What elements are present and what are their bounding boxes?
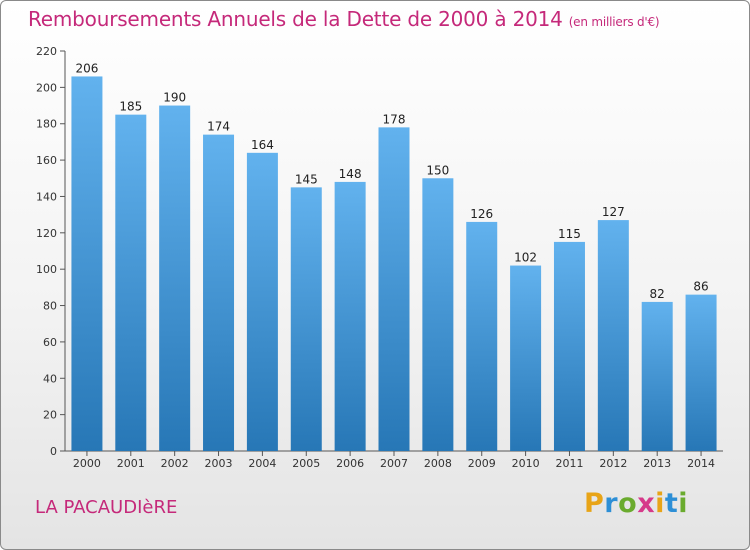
logo-letter: i: [678, 488, 689, 519]
y-tick-label: 220: [36, 45, 57, 58]
y-tick-label: 140: [36, 190, 57, 203]
bar-2012: [597, 220, 629, 451]
y-tick-label: 120: [36, 227, 57, 240]
y-tick-label: 100: [36, 263, 57, 276]
logo-letter: P: [584, 488, 605, 519]
y-tick-label: 40: [43, 372, 57, 385]
x-tick-label: 2009: [468, 457, 496, 470]
y-tick-label: 200: [36, 81, 57, 94]
x-tick-label: 2004: [248, 457, 276, 470]
chart-value-labels: 206 185 190 174 164 145 148 178 150 126 102 115 127 8…: [75, 61, 708, 300]
value-label-2008: 150: [426, 163, 449, 177]
value-label-2003: 174: [207, 120, 230, 134]
y-tick-label: 80: [43, 300, 57, 313]
bar-2014: [685, 294, 717, 451]
value-label-2007: 178: [383, 112, 406, 126]
x-tick-label: 2005: [292, 457, 320, 470]
value-label-2001: 185: [119, 100, 142, 114]
value-label-2012: 127: [602, 205, 625, 219]
bar-2010: [510, 265, 542, 451]
x-tick-label: 2014: [687, 457, 715, 470]
value-label-2013: 82: [650, 287, 665, 301]
value-label-2006: 148: [339, 167, 362, 181]
value-label-2005: 145: [295, 172, 318, 186]
bar-2013: [641, 301, 673, 451]
x-tick-label: 2001: [117, 457, 145, 470]
bar-2008: [422, 178, 454, 452]
bar-2005: [290, 187, 322, 451]
commune-name: LA PACAUDIèRE: [35, 497, 178, 518]
logo-letter: i: [655, 488, 665, 519]
bar-2003: [203, 134, 235, 452]
bar-2000: [71, 76, 103, 452]
x-tick-label: 2010: [512, 457, 540, 470]
x-tick-label: 2011: [555, 457, 583, 470]
bar-2004: [246, 152, 278, 451]
y-tick-label: 60: [43, 336, 57, 349]
bar-2007: [378, 127, 410, 451]
bar-2002: [159, 105, 191, 451]
chart-bars: [71, 76, 717, 452]
value-label-2009: 126: [470, 207, 493, 221]
bar-2006: [334, 181, 366, 451]
value-label-2014: 86: [693, 280, 708, 294]
value-label-2004: 164: [251, 138, 274, 152]
x-tick-label: 2006: [336, 457, 364, 470]
x-tick-label: 2012: [599, 457, 627, 470]
x-tick-label: 2003: [205, 457, 233, 470]
value-label-2000: 206: [75, 61, 98, 75]
logo-letter: r: [604, 488, 619, 519]
proxiti-logo: Proxiti: [584, 488, 688, 519]
value-label-2011: 115: [558, 227, 581, 241]
chart-axes: 0 20 40 60 80 100 120 140 160 180 200 220 2000 2001 20…: [36, 45, 723, 470]
x-tick-label: 2008: [424, 457, 452, 470]
y-tick-label: 160: [36, 154, 57, 167]
title-text: Remboursements Annuels de la Dette de 20…: [28, 7, 563, 31]
value-label-2010: 102: [514, 251, 537, 265]
x-tick-label: 2013: [643, 457, 671, 470]
logo-letter: t: [664, 488, 679, 519]
logo-letter: x: [637, 488, 656, 519]
x-tick-label: 2007: [380, 457, 408, 470]
y-tick-label: 180: [36, 118, 57, 131]
chart-title: Remboursements Annuels de la Dette de 20…: [28, 7, 660, 31]
y-tick-label: 0: [50, 445, 57, 458]
value-label-2002: 190: [163, 91, 186, 105]
bar-2001: [115, 114, 147, 452]
logo-letter: o: [618, 488, 638, 519]
bar-2011: [553, 241, 585, 451]
bar-2009: [466, 221, 498, 451]
y-tick-label: 20: [43, 409, 57, 422]
chart-subtitle: (en milliers d'€): [568, 15, 660, 29]
x-tick-label: 2000: [73, 457, 101, 470]
x-tick-label: 2002: [161, 457, 189, 470]
